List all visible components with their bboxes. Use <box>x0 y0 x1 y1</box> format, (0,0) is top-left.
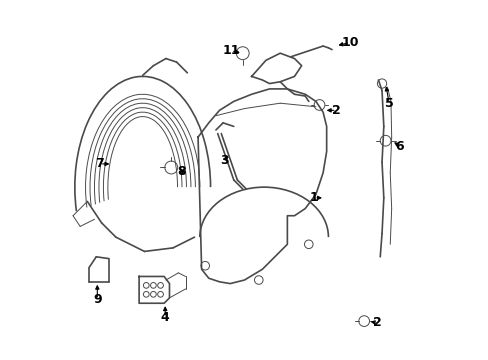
Text: 11: 11 <box>222 44 239 57</box>
Text: 9: 9 <box>93 293 102 306</box>
Text: 6: 6 <box>395 140 404 153</box>
Text: 3: 3 <box>220 154 229 167</box>
Text: 7: 7 <box>95 157 104 170</box>
Text: 2: 2 <box>372 316 381 329</box>
Text: 2: 2 <box>332 104 340 117</box>
Text: 1: 1 <box>309 192 318 204</box>
Text: 4: 4 <box>161 311 169 324</box>
Text: 10: 10 <box>341 36 358 49</box>
Text: 5: 5 <box>384 97 393 110</box>
Text: 8: 8 <box>177 165 186 177</box>
